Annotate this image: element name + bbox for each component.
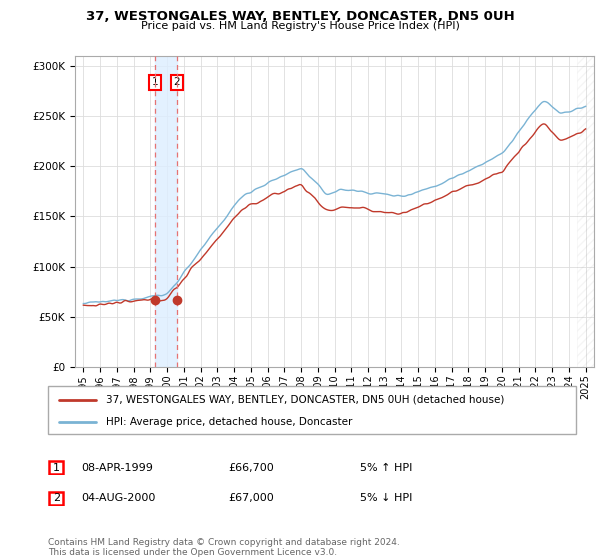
Text: 1: 1 bbox=[53, 463, 60, 473]
Text: 04-AUG-2000: 04-AUG-2000 bbox=[81, 493, 155, 503]
Text: 5% ↑ HPI: 5% ↑ HPI bbox=[360, 463, 412, 473]
Text: HPI: Average price, detached house, Doncaster: HPI: Average price, detached house, Donc… bbox=[106, 417, 352, 427]
Text: 5% ↓ HPI: 5% ↓ HPI bbox=[360, 493, 412, 503]
FancyBboxPatch shape bbox=[49, 461, 64, 474]
Text: 37, WESTONGALES WAY, BENTLEY, DONCASTER, DN5 0UH: 37, WESTONGALES WAY, BENTLEY, DONCASTER,… bbox=[86, 10, 514, 23]
Text: 2: 2 bbox=[173, 77, 180, 87]
Text: £67,000: £67,000 bbox=[228, 493, 274, 503]
Bar bbox=[577, 56, 594, 367]
Bar bbox=[155, 56, 177, 367]
Text: £66,700: £66,700 bbox=[228, 463, 274, 473]
Text: 1: 1 bbox=[152, 77, 158, 87]
Text: Contains HM Land Registry data © Crown copyright and database right 2024.
This d: Contains HM Land Registry data © Crown c… bbox=[48, 538, 400, 557]
Text: Price paid vs. HM Land Registry's House Price Index (HPI): Price paid vs. HM Land Registry's House … bbox=[140, 21, 460, 31]
Text: 37, WESTONGALES WAY, BENTLEY, DONCASTER, DN5 0UH (detached house): 37, WESTONGALES WAY, BENTLEY, DONCASTER,… bbox=[106, 395, 505, 405]
Text: 08-APR-1999: 08-APR-1999 bbox=[81, 463, 153, 473]
FancyBboxPatch shape bbox=[49, 492, 64, 505]
Text: 2: 2 bbox=[53, 493, 60, 503]
